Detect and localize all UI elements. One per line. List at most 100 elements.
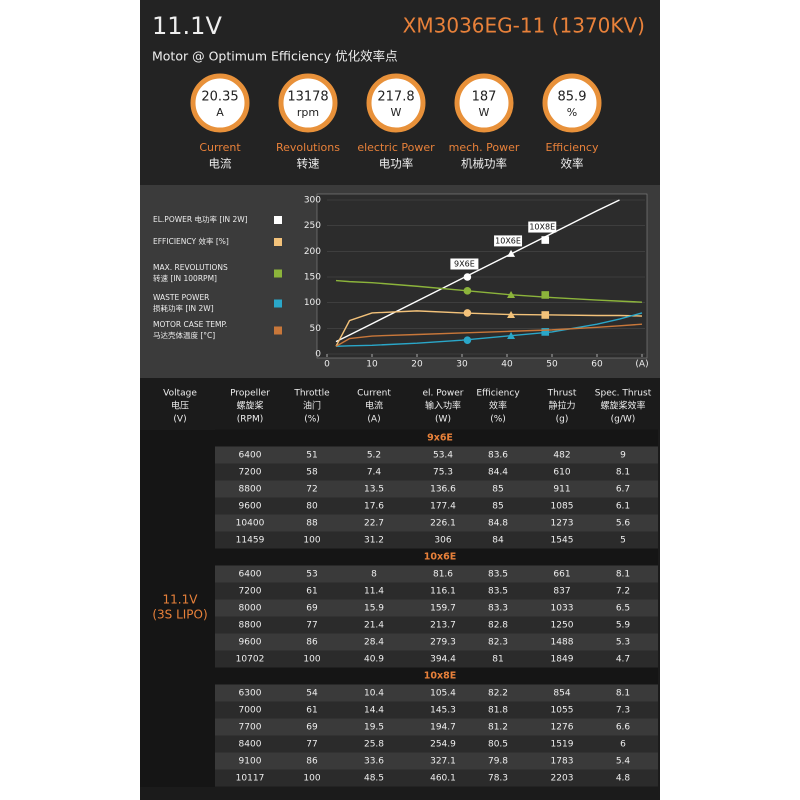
- table-cell: 54: [306, 689, 318, 699]
- gauge-label-cn: 效率: [561, 157, 584, 171]
- table-cell: 1085: [551, 502, 574, 512]
- legend-swatch: [274, 269, 282, 278]
- legend-line: 转速 [IN 100RPM]: [153, 273, 217, 283]
- gauge-value: 13178: [287, 90, 328, 105]
- table-cell: 8000: [239, 604, 262, 614]
- point-label: 10X8E: [529, 223, 555, 232]
- table-cell: 84.4: [488, 468, 508, 478]
- marker: [507, 249, 516, 257]
- column-header: 电压: [171, 400, 189, 412]
- y-tick-label: 0: [315, 350, 321, 360]
- y-tick-label: 200: [304, 247, 321, 257]
- gauge-label-cn: 电流: [209, 157, 232, 171]
- table-cell: 8400: [239, 740, 262, 750]
- gauge-label: Current: [199, 141, 241, 154]
- table-cell: 279.3: [430, 638, 456, 648]
- table-cell: 854: [553, 689, 570, 699]
- table-cell: 51: [306, 451, 317, 461]
- table-cell: 6.5: [616, 604, 630, 614]
- table-row: [215, 769, 658, 787]
- plot-area: [316, 193, 648, 359]
- table-cell: 7700: [239, 723, 262, 733]
- table-row: [215, 582, 658, 600]
- gauge-label-cn: 机械功率: [461, 157, 507, 171]
- column-header: (%): [304, 415, 320, 425]
- x-tick-label: 30: [456, 360, 468, 370]
- table-cell: 33.6: [364, 757, 384, 767]
- group-row: [215, 429, 658, 447]
- table-cell: 10.4: [364, 689, 384, 699]
- table-cell: 9600: [239, 638, 262, 648]
- gauge-value: 217.8: [377, 90, 414, 105]
- y-tick-label: 300: [304, 196, 321, 206]
- table-cell: 6.1: [616, 502, 630, 512]
- table-cell: 80.5: [488, 740, 508, 750]
- table-row: [215, 463, 658, 481]
- column-header: 效率: [489, 400, 507, 412]
- y-tick-label: 150: [304, 273, 321, 283]
- table-row: [215, 684, 658, 702]
- column-header: Thrust: [547, 389, 577, 399]
- table-cell: 159.7: [430, 604, 456, 614]
- legend-label: MAX. REVOLUTIONS 转速 [IN 100RPM]: [153, 263, 228, 283]
- table-cell: 100: [303, 774, 320, 784]
- column-header: Efficiency: [476, 389, 520, 399]
- marker: [463, 273, 472, 281]
- table-cell: 177.4: [430, 502, 456, 512]
- table-cell: 81: [492, 655, 503, 665]
- marker: [463, 336, 472, 344]
- gauge-unit: rpm: [297, 106, 319, 119]
- table-cell: 31.2: [364, 536, 384, 546]
- gauge-label-cn: 电功率: [379, 157, 414, 171]
- column-header: (g/W): [611, 415, 636, 425]
- table-cell: 1783: [551, 757, 574, 767]
- table-cell: 28.4: [364, 638, 384, 648]
- table-cell: 15.9: [364, 604, 384, 614]
- gauge-value: 187: [472, 90, 497, 105]
- table-cell: 82.3: [488, 638, 508, 648]
- x-tick-label: 40: [501, 360, 513, 370]
- legend-line: EL.POWER 电功率 [IN 2W]: [153, 214, 248, 224]
- table-cell: 6400: [239, 570, 262, 580]
- table-cell: 82.8: [488, 621, 508, 631]
- legend-label: EFFICIENCY 效率 [%]: [153, 236, 229, 246]
- subtitle: Motor @ Optimum Efficiency 优化效率点: [152, 49, 398, 64]
- gauge-ring: [542, 73, 602, 133]
- table-row: [215, 480, 658, 498]
- table-cell: 7000: [239, 706, 262, 716]
- marker: [541, 311, 550, 319]
- gauge-label: Revolutions: [276, 141, 340, 154]
- gauge-label: mech. Power: [449, 141, 520, 154]
- table-cell: 86: [306, 757, 318, 767]
- column-header: el. Power: [423, 389, 464, 399]
- table-cell: 8.1: [616, 468, 630, 478]
- table-cell: 10400: [236, 519, 265, 529]
- marker: [463, 287, 472, 295]
- table-cell: 5.4: [616, 757, 631, 767]
- marker: [541, 236, 550, 244]
- table-cell: 61: [306, 587, 317, 597]
- series-line: [335, 312, 643, 347]
- gauge-ring: [278, 73, 338, 133]
- table-cell: 7200: [239, 587, 262, 597]
- table-cell: 84: [492, 536, 504, 546]
- column-header: 油门: [303, 400, 321, 412]
- table-cell: 77: [306, 740, 317, 750]
- marker: [541, 328, 550, 336]
- table-row: [215, 514, 658, 532]
- table-cell: 8: [371, 570, 377, 580]
- gauge-ring: [454, 73, 514, 133]
- legend-line: WASTE POWER: [153, 293, 209, 302]
- series-line: [335, 323, 643, 347]
- legend-line: MOTOR CASE TEMP.: [153, 320, 227, 329]
- table-cell: 53: [306, 570, 317, 580]
- column-header: (RPM): [237, 415, 263, 425]
- column-header: (V): [173, 415, 186, 425]
- x-tick-label: 0: [324, 360, 330, 370]
- column-header: Voltage: [163, 389, 197, 399]
- voltage-cell: [140, 430, 215, 787]
- gauge-unit: W: [391, 106, 402, 119]
- series-line: [335, 199, 620, 343]
- column-header: Spec. Thrust: [595, 389, 652, 399]
- table-cell: 8.1: [616, 570, 630, 580]
